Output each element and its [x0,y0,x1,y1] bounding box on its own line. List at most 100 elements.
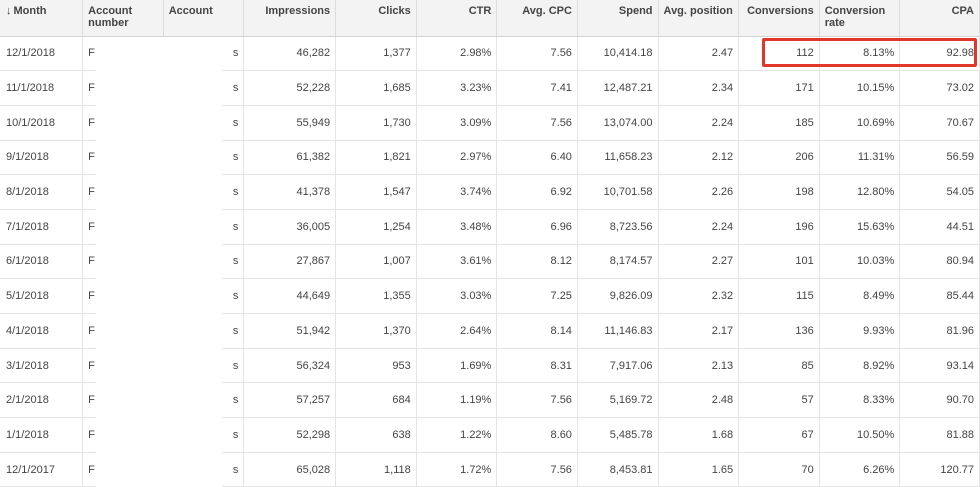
cell-spend: 10,414.18 [577,36,659,72]
cell-spend: 5,169.72 [577,382,659,419]
cell-conversions: 136 [738,313,820,349]
cell-clicks: 1,254 [335,209,417,245]
cell-cpa: 44.51 [899,209,980,245]
cell-cpa: 56.59 [899,140,980,176]
cell-ctr: 3.48% [416,209,498,245]
cell-cpa: 81.88 [899,417,980,453]
cell-conversion-rate: 10.69% [819,105,901,141]
cell-conversions: 101 [738,244,820,280]
cell-avg-cpc: 8.31 [496,348,578,384]
cell-avg-position: 2.32 [658,278,740,314]
cell-impressions: 51,942 [243,313,337,349]
cell-cpa: 93.14 [899,348,980,384]
cell-ctr: 1.22% [416,417,498,453]
cell-avg-cpc: 6.40 [496,140,578,176]
cell-avg-cpc: 6.96 [496,209,578,245]
cell-spend: 8,453.81 [577,452,659,487]
cell-clicks: 1,730 [335,105,417,141]
cell-cpa: 92.98 [899,36,980,72]
cell-avg-cpc: 7.56 [496,105,578,141]
cell-month: 1/1/2018 [0,417,84,453]
column-header-month[interactable]: ↓ Month [0,0,84,37]
cell-avg-position: 1.65 [658,452,740,487]
cell-conversion-rate: 15.63% [819,209,901,245]
cell-impressions: 36,005 [243,209,337,245]
cell-cpa: 73.02 [899,70,980,106]
cell-conversions: 112 [738,36,820,72]
cell-avg-cpc: 8.14 [496,313,578,349]
cell-clicks: 1,685 [335,70,417,106]
column-header-conversion-rate[interactable]: Conversion rate [819,0,901,37]
cell-spend: 8,723.56 [577,209,659,245]
cell-ctr: 2.64% [416,313,498,349]
cell-month: 12/1/2018 [0,36,84,72]
cell-avg-position: 2.34 [658,70,740,106]
cell-month: 11/1/2018 [0,70,84,106]
column-header-cpa[interactable]: CPA [899,0,980,37]
cell-cpa: 120.77 [899,452,980,487]
cell-ctr: 3.23% [416,70,498,106]
cell-ctr: 3.74% [416,174,498,210]
cell-conversion-rate: 11.31% [819,140,901,176]
cell-conversion-rate: 6.26% [819,452,901,487]
cell-month: 6/1/2018 [0,244,84,280]
cell-avg-position: 2.24 [658,209,740,245]
cell-impressions: 57,257 [243,382,337,419]
cell-avg-position: 1.68 [658,417,740,453]
cell-conversions: 115 [738,278,820,314]
column-header-ctr[interactable]: CTR [416,0,498,37]
cell-conversion-rate: 10.03% [819,244,901,280]
cell-impressions: 55,949 [243,105,337,141]
cell-spend: 13,074.00 [577,105,659,141]
cell-impressions: 65,028 [243,452,337,487]
cell-conversions: 171 [738,70,820,106]
cell-ctr: 2.98% [416,36,498,72]
column-header-avg-position[interactable]: Avg. position [658,0,740,37]
cell-impressions: 52,298 [243,417,337,453]
cell-avg-cpc: 7.56 [496,382,578,419]
cell-clicks: 684 [335,382,417,419]
cell-month: 8/1/2018 [0,174,84,210]
cell-cpa: 54.05 [899,174,980,210]
cell-month: 12/1/2017 [0,452,84,487]
cell-spend: 8,174.57 [577,244,659,280]
column-header-account-number[interactable]: Account number [82,0,164,37]
cell-spend: 9,826.09 [577,278,659,314]
cell-ctr: 1.19% [416,382,498,419]
cell-month: 7/1/2018 [0,209,84,245]
cell-avg-cpc: 7.56 [496,36,578,72]
cell-cpa: 90.70 [899,382,980,419]
cell-avg-position: 2.48 [658,382,740,419]
redacted-account-area [96,37,222,487]
column-header-clicks[interactable]: Clicks [335,0,417,37]
column-header-account[interactable]: Account [163,0,245,37]
cell-conversions: 85 [738,348,820,384]
column-header-avg-cpc[interactable]: Avg. CPC [496,0,578,37]
cell-clicks: 1,007 [335,244,417,280]
cell-clicks: 1,355 [335,278,417,314]
cell-avg-position: 2.27 [658,244,740,280]
cell-ctr: 2.97% [416,140,498,176]
cell-clicks: 1,370 [335,313,417,349]
cell-avg-cpc: 8.60 [496,417,578,453]
cell-month: 10/1/2018 [0,105,84,141]
cell-clicks: 1,547 [335,174,417,210]
column-header-impressions[interactable]: Impressions [243,0,337,37]
cell-conversions: 198 [738,174,820,210]
cell-conversion-rate: 8.13% [819,36,901,72]
cell-spend: 5,485.78 [577,417,659,453]
cell-ctr: 3.61% [416,244,498,280]
cell-conversions: 57 [738,382,820,419]
cell-ctr: 3.03% [416,278,498,314]
column-header-spend[interactable]: Spend [577,0,659,37]
cell-spend: 10,701.58 [577,174,659,210]
cell-cpa: 81.96 [899,313,980,349]
cell-ctr: 1.69% [416,348,498,384]
column-header-conversions[interactable]: Conversions [738,0,820,37]
